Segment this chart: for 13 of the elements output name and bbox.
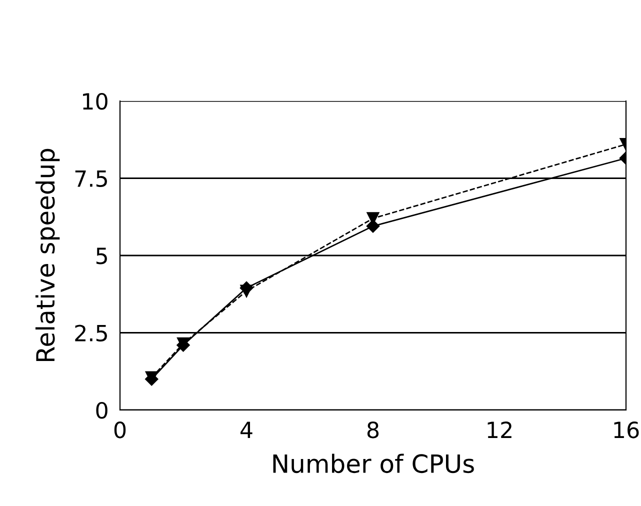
y-tick-label: 5 <box>96 248 107 264</box>
y-axis-title: Relative speedup <box>35 148 60 362</box>
x-tick-label: 8 <box>367 422 379 438</box>
x-tick-label: 12 <box>488 422 512 438</box>
point <box>240 284 253 298</box>
x-axis-title: Number of CPUs <box>273 454 474 474</box>
x-tick-label: 16 <box>614 422 639 438</box>
x-tick-label: 0 <box>114 422 126 438</box>
y-tick-label: 10 <box>83 92 108 110</box>
x-tick-label: 4 <box>240 422 252 438</box>
y-tick-label: 2.5 <box>75 324 107 342</box>
y-tick-label: 0 <box>96 402 108 419</box>
y-tick-label: 7.5 <box>75 170 107 188</box>
